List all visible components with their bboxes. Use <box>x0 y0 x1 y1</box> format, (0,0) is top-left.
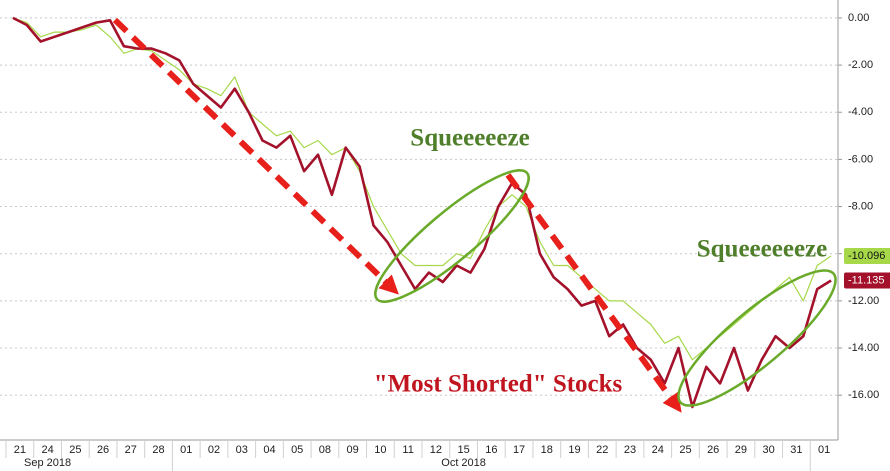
x-tick-label: 25 <box>69 444 81 456</box>
highlight-ellipse <box>374 169 530 303</box>
x-tick-label: 02 <box>208 444 220 456</box>
y-tick-label: -16.00 <box>848 389 879 401</box>
x-tick-label: 29 <box>735 444 747 456</box>
x-tick-label: 12 <box>430 444 442 456</box>
x-tick-label: 09 <box>347 444 359 456</box>
y-tick-label: -14.00 <box>848 342 879 354</box>
y-tick-label: -8.00 <box>848 200 873 212</box>
x-tick-label: 26 <box>97 444 109 456</box>
y-tick-label: 0.00 <box>848 12 869 24</box>
month-label: Oct 2018 <box>441 457 486 469</box>
month-label: Sep 2018 <box>24 457 71 469</box>
x-tick-label: 28 <box>152 444 164 456</box>
y-tick-label: -12.00 <box>848 295 879 307</box>
x-tick-label: 18 <box>541 444 553 456</box>
y-tick-label: -4.00 <box>848 106 873 118</box>
x-tick-label: 11 <box>402 444 413 456</box>
annotation: Squeeeeeeze <box>697 236 827 263</box>
x-tick-label: 04 <box>263 444 275 456</box>
x-tick-label: 22 <box>596 444 608 456</box>
series-line <box>12 17 832 361</box>
x-tick-label: 05 <box>291 444 303 456</box>
x-tick-label: 15 <box>457 444 469 456</box>
trend-arrow <box>505 173 682 413</box>
x-tick-label: 23 <box>624 444 636 456</box>
end-value-label: -11.135 <box>848 274 885 286</box>
x-tick-label: 25 <box>679 444 691 456</box>
x-tick-label: 01 <box>818 444 830 456</box>
x-tick-label: 17 <box>513 444 525 456</box>
x-tick-label: 26 <box>707 444 719 456</box>
highlight-ellipse <box>677 269 837 407</box>
x-tick-label: 19 <box>568 444 580 456</box>
end-value-box <box>844 247 890 264</box>
x-tick-label: 08 <box>319 444 331 456</box>
x-tick-label: 24 <box>41 444 53 456</box>
x-tick-label: 24 <box>652 444 664 456</box>
x-tick-label: 31 <box>790 444 802 456</box>
x-tick-label: 21 <box>14 444 26 456</box>
x-tick-label: 16 <box>485 444 497 456</box>
end-value-box <box>844 272 890 289</box>
y-tick-label: -6.00 <box>848 153 873 165</box>
x-tick-label: 01 <box>180 444 192 456</box>
annotation: "Most Shorted" Stocks <box>374 371 623 398</box>
x-tick-label: 30 <box>763 444 775 456</box>
annotation: Squeeeeeze <box>410 125 529 152</box>
x-tick-label: 03 <box>236 444 248 456</box>
y-tick-label: -2.00 <box>848 59 873 71</box>
x-tick-label: 10 <box>374 444 386 456</box>
end-value-label: -10.096 <box>848 250 885 262</box>
trend-arrow <box>112 17 399 295</box>
x-tick-label: 27 <box>125 444 137 456</box>
series-line <box>12 16 832 409</box>
